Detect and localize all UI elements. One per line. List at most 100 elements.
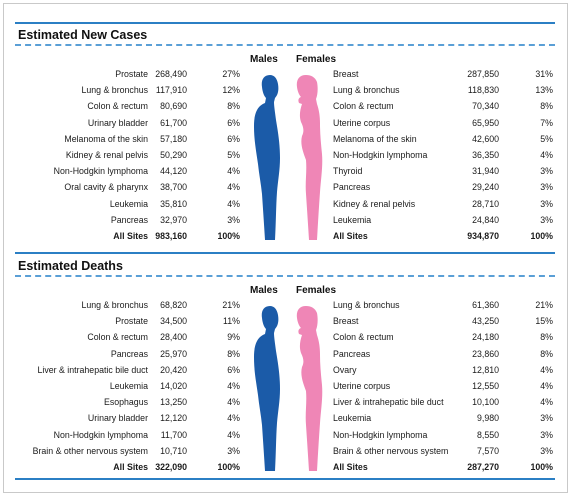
male-table-row: Brain & other nervous system 10,710 3% — [0, 443, 240, 459]
female-silhouette-icon — [296, 306, 323, 471]
case-count: 14,020 — [160, 381, 187, 391]
figure-frame — [3, 3, 568, 493]
site-name: Lung & bronchus — [81, 85, 148, 96]
percent: 21% — [222, 300, 240, 310]
male-table-row: Colon & rectum 28,400 9% — [0, 329, 240, 345]
percent: 4% — [540, 381, 553, 391]
percent: 13% — [535, 85, 553, 96]
site-name: Non-Hodgkin lymphoma — [333, 429, 428, 440]
percent: 4% — [227, 381, 240, 391]
case-count: 23,860 — [472, 348, 499, 359]
percent: 100% — [217, 231, 241, 241]
site-name: Pancreas — [110, 348, 148, 359]
site-name: Non-Hodgkin lymphoma — [53, 166, 148, 177]
percent: 4% — [540, 150, 553, 160]
male-silhouette-icon — [254, 306, 280, 471]
site-name: All Sites — [113, 462, 148, 472]
male-table-row: Pancreas 25,970 8% — [0, 346, 240, 362]
site-name: Oral cavity & pharynx — [64, 182, 148, 193]
case-count: 24,180 — [472, 332, 499, 343]
case-count: 65,950 — [472, 117, 499, 128]
male-table-row: Lung & bronchus 68,820 21% — [0, 297, 240, 313]
male-table-row: Non-Hodgkin lymphoma 44,120 4% — [0, 163, 240, 179]
site-name: Pancreas — [333, 348, 371, 359]
case-count: 12,550 — [472, 381, 499, 391]
percent: 3% — [540, 445, 553, 456]
percent: 31% — [535, 69, 553, 79]
male-table-row: Liver & intrahepatic bile duct 20,420 6% — [0, 362, 240, 378]
site-name: Uterine corpus — [333, 117, 391, 128]
percent: 11% — [223, 316, 240, 327]
site-name: Lung & bronchus — [81, 300, 148, 310]
site-name: Non-Hodgkin lymphoma — [53, 429, 148, 440]
female-table-row: Liver & intrahepatic bile duct 10,100 4% — [333, 394, 553, 410]
case-count: 322,090 — [155, 462, 187, 472]
percent: 8% — [540, 101, 553, 112]
site-name: Esophagus — [103, 397, 148, 408]
new-cases-females-header: Females — [296, 54, 337, 65]
percent: 3% — [540, 429, 553, 440]
female-table-row: Thyroid 31,940 3% — [333, 163, 553, 179]
case-count: 44,120 — [160, 166, 187, 177]
site-name: Prostate — [115, 69, 148, 79]
site-name: Melanoma of the skin — [333, 133, 417, 144]
case-count: 42,600 — [472, 133, 499, 144]
site-name: Brain & other nervous system — [333, 445, 449, 456]
male-table-row: Esophagus 13,250 4% — [0, 394, 240, 410]
case-count: 28,400 — [160, 332, 187, 343]
female-table-row: Breast 287,850 31% — [333, 66, 553, 82]
percent: 9% — [227, 332, 240, 343]
male-table-row: Lung & bronchus 117,910 12% — [0, 82, 240, 98]
site-name: Colon & rectum — [87, 101, 148, 112]
female-table-row: Uterine corpus 65,950 7% — [333, 115, 553, 131]
percent: 6% — [227, 364, 240, 375]
site-name: Breast — [333, 316, 359, 327]
site-name: All Sites — [333, 462, 368, 472]
percent: 8% — [540, 348, 553, 359]
site-name: Uterine corpus — [333, 381, 391, 391]
site-name: Urinary bladder — [87, 413, 148, 424]
site-name: Prostate — [115, 316, 148, 327]
male-table-row: Leukemia 14,020 4% — [0, 378, 240, 394]
percent: 4% — [227, 198, 240, 209]
case-count: 10,710 — [160, 445, 187, 456]
male-table-row: Non-Hodgkin lymphoma 11,700 4% — [0, 427, 240, 443]
male-table-row: Prostate 34,500 11% — [0, 313, 240, 329]
case-count: 36,350 — [472, 150, 499, 160]
deaths-title: Estimated Deaths — [18, 259, 123, 273]
case-count: 934,870 — [467, 231, 499, 241]
site-name: Liver & intrahepatic bile duct — [37, 364, 148, 375]
male-table-row: Colon & rectum 80,690 8% — [0, 98, 240, 114]
new-cases-males-header: Males — [250, 54, 278, 65]
site-name: Colon & rectum — [333, 332, 394, 343]
case-count: 61,360 — [472, 300, 499, 310]
case-count: 57,180 — [160, 133, 187, 144]
case-count: 35,810 — [160, 198, 187, 209]
case-count: 38,700 — [160, 182, 187, 193]
percent: 8% — [227, 348, 240, 359]
case-count: 118,830 — [467, 85, 499, 96]
case-count: 80,690 — [160, 101, 187, 112]
site-name: All Sites — [113, 231, 148, 241]
case-count: 68,820 — [160, 300, 187, 310]
case-count: 9,980 — [476, 413, 499, 424]
deaths-females-header: Females — [296, 285, 337, 296]
percent: 27% — [222, 69, 240, 79]
percent: 100% — [530, 231, 554, 241]
site-name: Colon & rectum — [333, 101, 394, 112]
case-count: 61,700 — [160, 117, 187, 128]
male-table-row: Melanoma of the skin 57,180 6% — [0, 131, 240, 147]
section-bottom-rule — [15, 478, 555, 480]
male-table-row: Oral cavity & pharynx 38,700 4% — [0, 179, 240, 195]
percent: 100% — [530, 462, 554, 472]
male-silhouette-icon — [254, 75, 280, 240]
percent: 4% — [540, 364, 553, 375]
female-table-row: Colon & rectum 24,180 8% — [333, 329, 553, 345]
percent: 4% — [227, 397, 240, 408]
percent: 4% — [227, 182, 240, 193]
female-total-row: All Sites 934,870 100% — [333, 228, 553, 244]
percent: 15% — [535, 316, 553, 327]
site-name: Melanoma of the skin — [64, 133, 148, 144]
site-name: Urinary bladder — [87, 117, 148, 128]
percent: 4% — [540, 397, 553, 408]
